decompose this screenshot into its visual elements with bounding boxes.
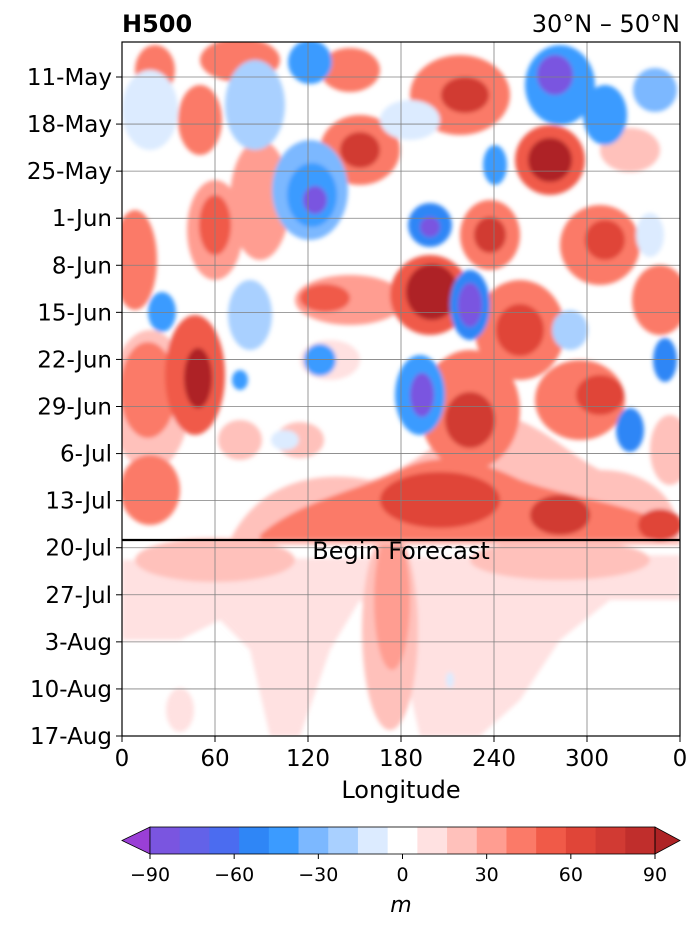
y-tick-label: 11-May [27,65,112,91]
colorbar-swatch [625,827,656,854]
y-tick-label: 13-Jul [45,489,112,515]
chart-title-left: H500 [122,10,192,38]
y-tick-label: 15-Jun [37,300,112,326]
colorbar-tick-label: −60 [214,864,254,886]
x-tick-label: 120 [286,746,330,772]
colorbar-extend-low [121,826,151,855]
colorbar-label: m [390,893,411,918]
y-tick-label: 3-Aug [45,630,112,656]
colorbar-swatch [476,827,507,854]
colorbar-tick-label: 30 [475,864,499,886]
colorbar-swatch [357,827,389,854]
y-tick-label: 17-Aug [30,724,112,750]
grid-lines [122,42,680,736]
colorbar-tick-label: −30 [298,864,338,886]
colorbar-tick-label: −90 [130,864,170,886]
y-tick-label: 25-May [27,159,112,185]
y-tick-label: 29-Jun [37,395,112,421]
x-tick-label: 60 [200,746,229,772]
x-tick-label: 240 [472,746,516,772]
colorbar-swatch [447,827,478,854]
colorbar-tick-label: 60 [559,864,583,886]
x-axis: 0 60 120 180 240 300 0 [115,736,688,772]
forecast-start-label: Begin Forecast [312,537,490,565]
anomaly-field [122,42,680,736]
y-tick-label: 20-Jul [45,536,112,562]
colorbar-swatch [417,827,448,854]
colorbar-extend-high [654,826,681,855]
colorbar-swatch [239,827,270,854]
colorbar-tick-label: 0 [396,864,408,886]
x-tick-label: 0 [115,746,130,772]
colorbar-swatch [536,827,567,854]
colorbar-tick-label: 90 [643,864,667,886]
colorbar: −90 −60 −30 0 30 60 90 [121,826,681,886]
colorbar-swatch [268,827,300,854]
colorbar-swatch [298,827,329,854]
x-tick-label: 180 [379,746,423,772]
x-tick-label: 0 [673,746,688,772]
y-tick-label: 10-Aug [30,677,112,703]
colorbar-swatch [179,827,210,854]
colorbar-swatch [595,827,626,854]
colorbar-swatch [209,827,240,854]
x-tick-label: 300 [565,746,609,772]
colorbar-swatch [565,827,597,854]
y-tick-label: 27-Jul [45,583,112,609]
y-tick-label: 18-May [27,112,112,138]
colorbar-swatch [328,827,359,854]
x-axis-label: Longitude [341,776,460,804]
colorbar-swatch [150,827,181,854]
colorbar-swatch [387,827,418,854]
y-tick-label: 8-Jun [52,253,112,279]
y-tick-label: 1-Jun [52,206,112,232]
y-tick-label: 6-Jul [60,442,112,468]
y-axis: 11-May 18-May 25-May 1-Jun 8-Jun 15-Jun 22-Jun… [27,65,122,750]
colorbar-swatch [506,827,537,854]
y-tick-label: 22-Jun [37,347,112,373]
chart-title-right: 30°N – 50°N [532,10,680,38]
